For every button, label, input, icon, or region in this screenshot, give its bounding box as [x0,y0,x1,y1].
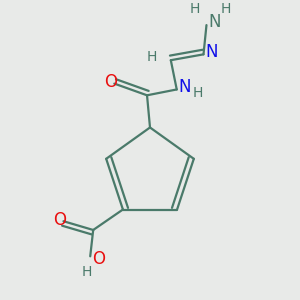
Text: O: O [53,211,66,229]
Text: H: H [189,2,200,16]
Text: O: O [92,250,105,268]
Text: H: H [192,86,203,100]
Text: N: N [178,78,191,96]
Text: O: O [104,73,117,91]
Text: N: N [208,13,220,31]
Text: N: N [205,43,217,61]
Text: H: H [146,50,157,64]
Text: H: H [220,2,231,16]
Text: H: H [82,266,92,279]
